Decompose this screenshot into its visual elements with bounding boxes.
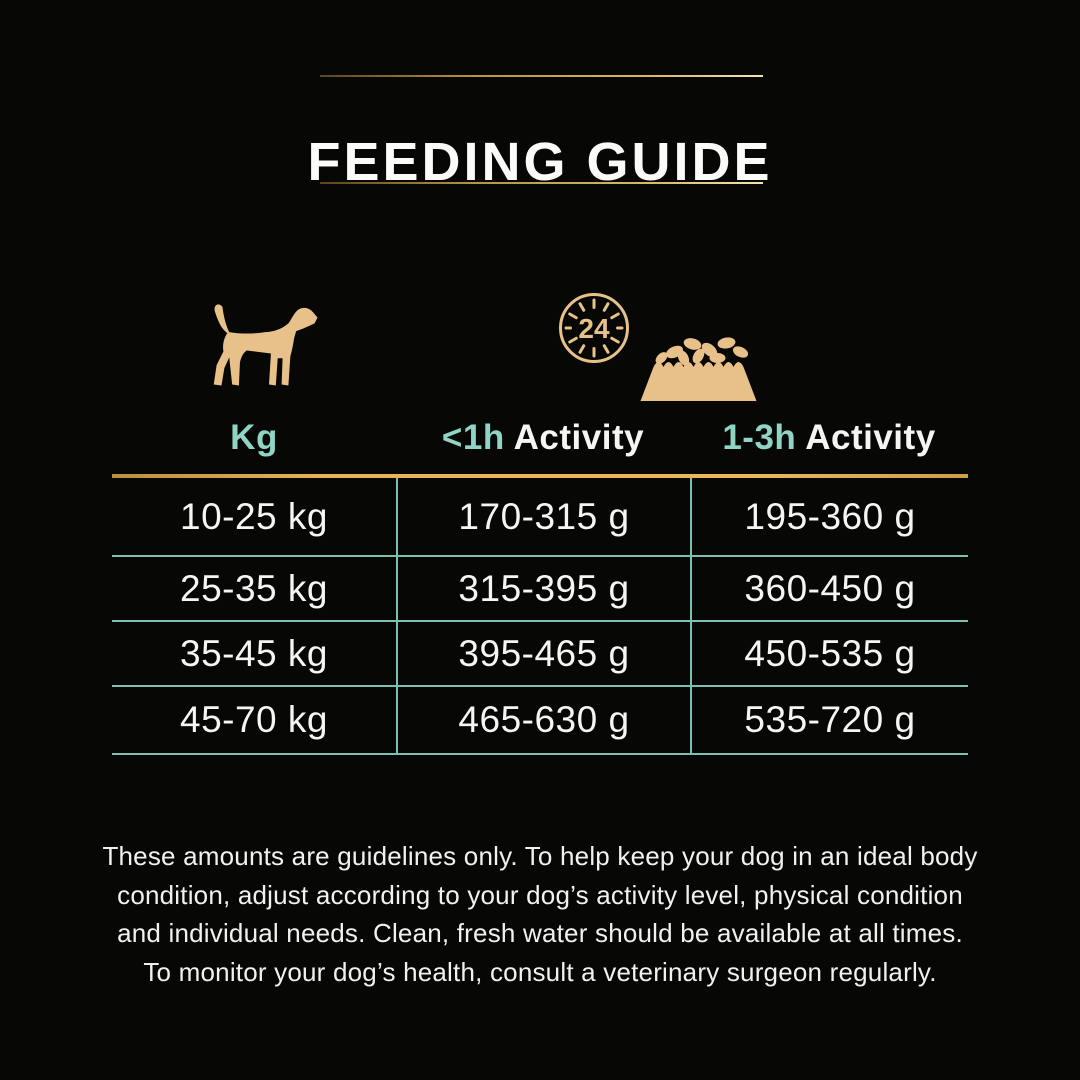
clock-24-label: 24 [578,313,610,344]
table-cell: 465-630 g [396,685,690,753]
footnote-line: condition, adjust according to your dog’… [117,879,963,910]
footnote-line: To monitor your dog’s health, consult a … [143,956,937,987]
table-header-row: Kg <1h Activity 1-3h Activity [112,408,968,460]
guideline-footnote: These amounts are guidelines only. To he… [60,837,1020,991]
table-cell: 25-35 kg [112,555,396,620]
table-cell: 195-360 g [690,478,968,555]
table-cell: 10-25 kg [180,495,328,537]
food-bowl-icon [640,337,757,401]
table-cell: 360-450 g [690,555,968,620]
24h-clock-icon: 24 [559,293,629,363]
table-cell: 535-720 g [690,685,968,753]
title-rule-bottom [320,182,763,184]
table-header-rule [112,474,968,478]
feeding-table: 10-25 kg 170-315 g 195-360 g 25-35 kg 31… [112,478,968,755]
table-cell: 170-315 g [396,478,690,555]
footnote-line: These amounts are guidelines only. To he… [102,841,978,871]
column-header-1-3h-activity: 1-3h Activity [722,418,936,457]
table-cell: 35-45 kg [112,620,396,685]
dog-icon [213,304,318,386]
table-cell: 395-465 g [396,620,690,685]
title-rule-top [320,75,763,77]
column-header-under-1h-activity: <1h Activity [441,418,645,457]
footnote-line: and individual needs. Clean, fresh water… [117,918,963,948]
table-cell: 45-70 kg [112,685,396,753]
table-cell: 450-535 g [690,620,968,685]
column-header-kg: Kg [230,418,278,457]
table-cell: 315-395 g [396,555,690,620]
